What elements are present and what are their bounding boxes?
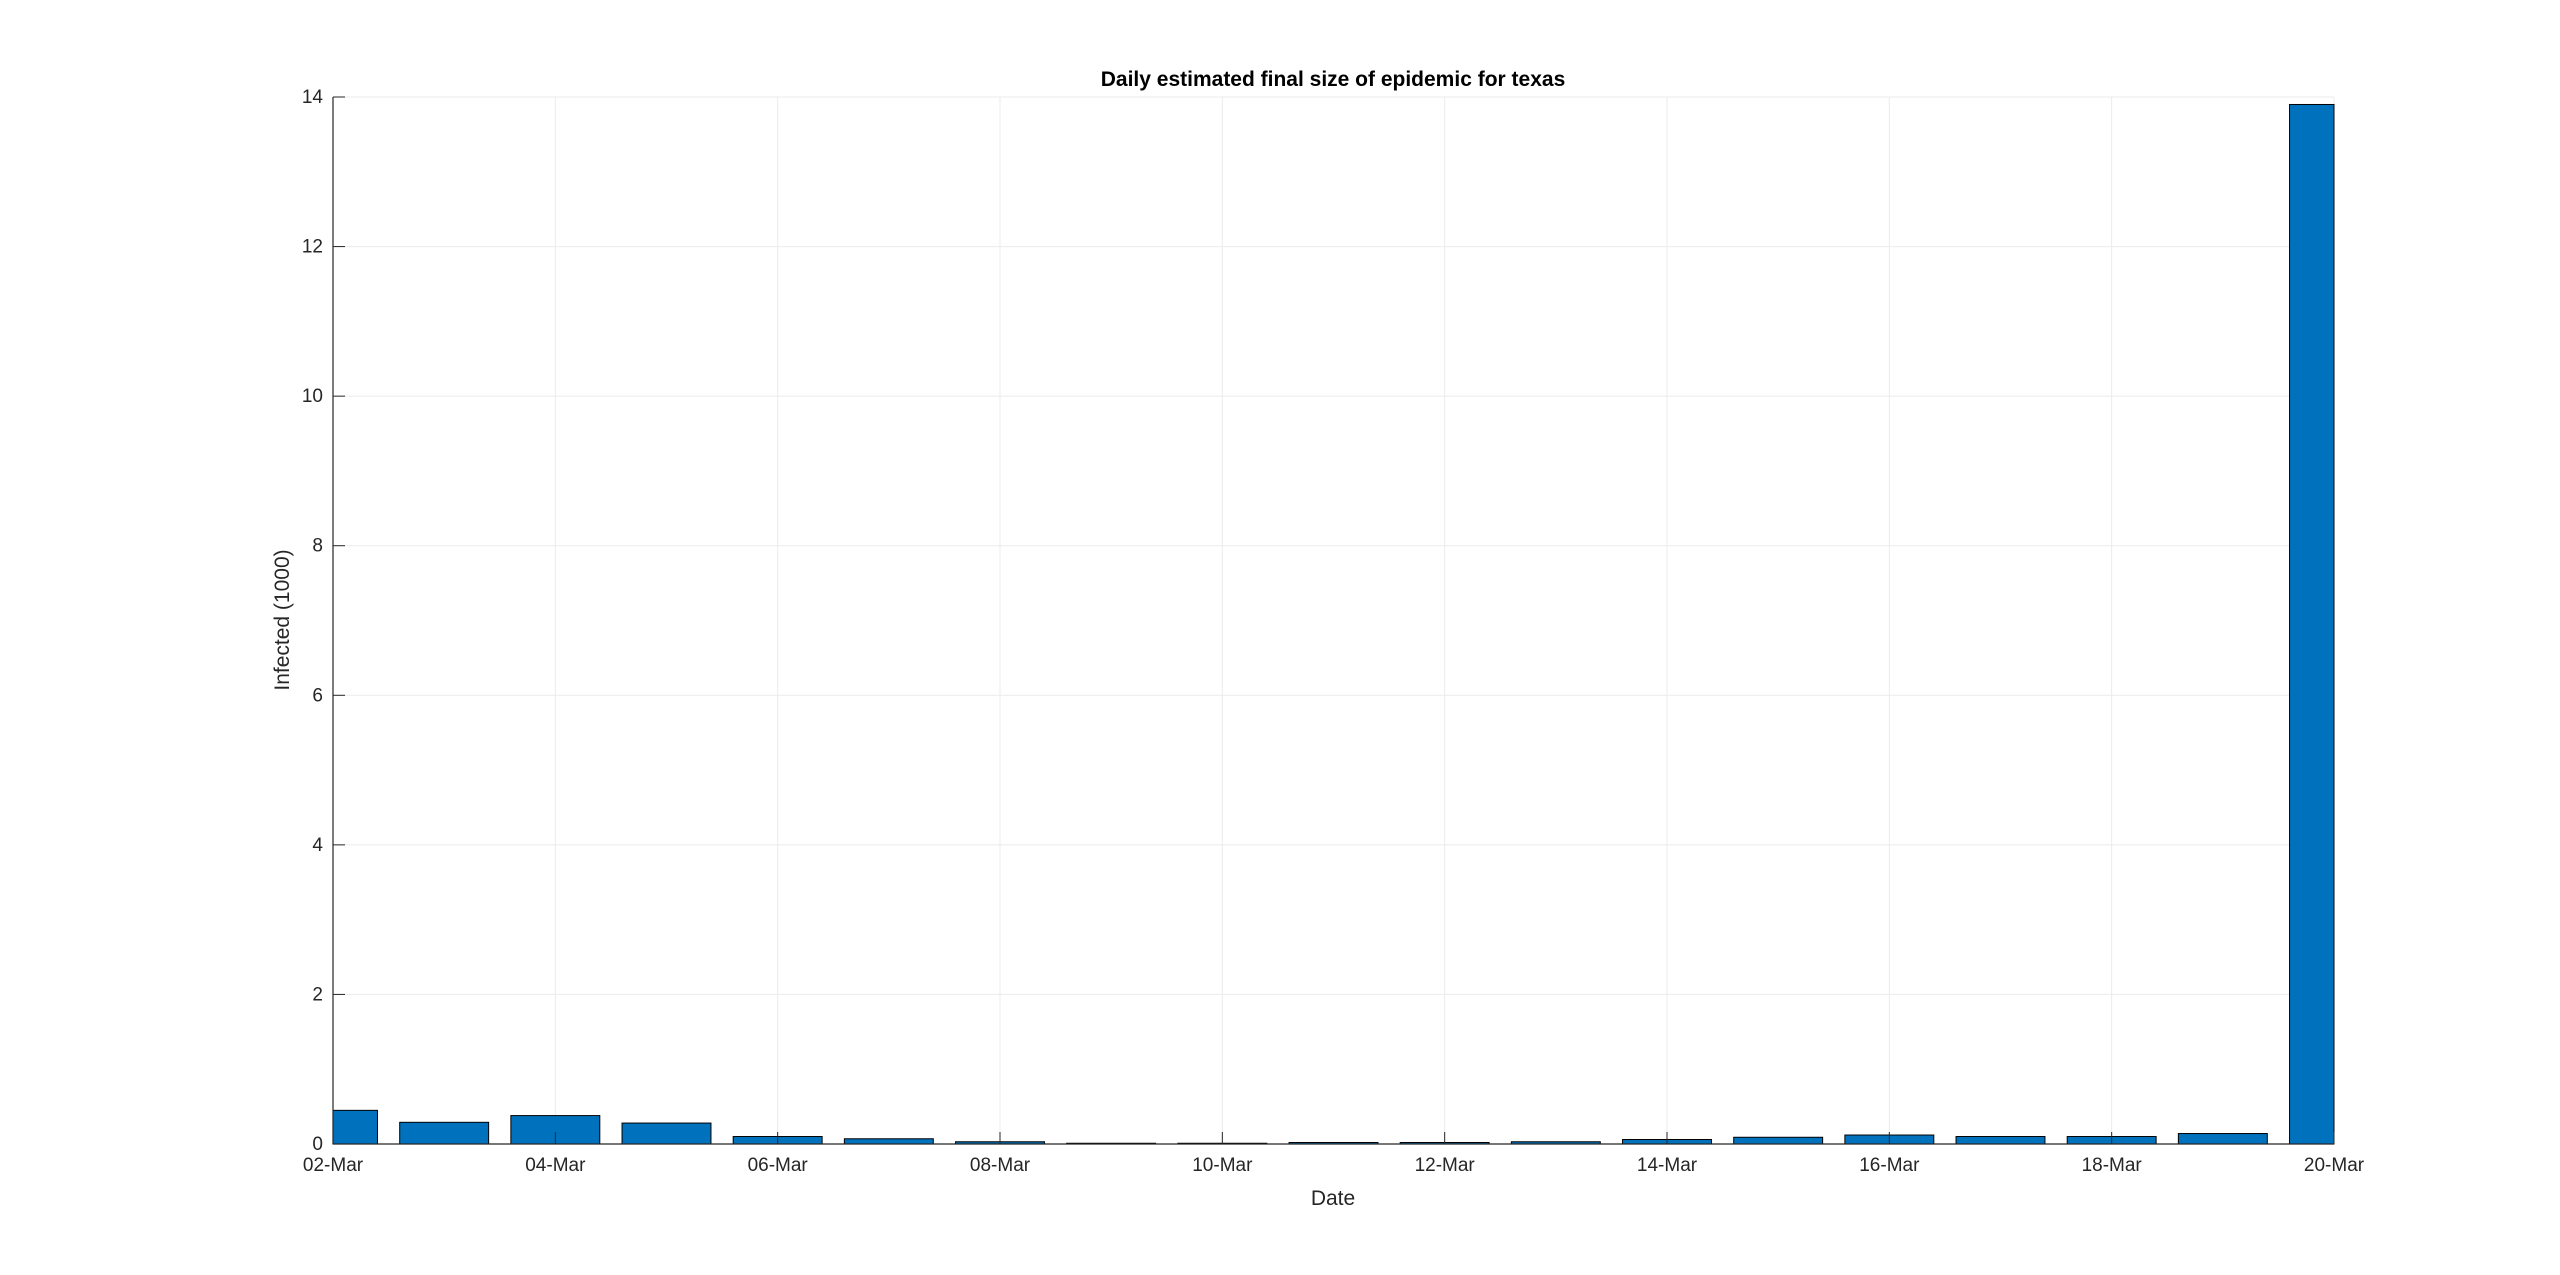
y-tick-label: 12 (302, 237, 323, 258)
y-tick-label: 0 (312, 1134, 323, 1155)
bar (2177, 1133, 2268, 1145)
y-axis-label: Infected (1000) (271, 549, 294, 690)
y-tick-label: 8 (312, 536, 323, 557)
x-tick-label: 04-Mar (525, 1155, 586, 1176)
y-tick-label: 10 (302, 386, 323, 407)
x-tick-label: 20-Mar (2304, 1155, 2365, 1176)
x-tick-label: 06-Mar (748, 1155, 809, 1176)
bar (2289, 103, 2335, 1145)
x-tick-label: 10-Mar (1192, 1155, 1253, 1176)
y-tick-label: 4 (312, 835, 323, 856)
x-tick-label: 02-Mar (303, 1155, 364, 1176)
chart-title: Daily estimated final size of epidemic f… (1101, 68, 1566, 91)
y-tick-label: 2 (312, 984, 323, 1005)
bar (399, 1121, 490, 1145)
bar (1955, 1136, 2046, 1145)
y-tick-labels: 0 2 4 6 8 10 12 14 (302, 87, 324, 1155)
x-tick-label: 14-Mar (1637, 1155, 1698, 1176)
plot-background (333, 97, 2334, 1144)
x-tick-label: 12-Mar (1415, 1155, 1476, 1176)
x-tick-label: 18-Mar (2082, 1155, 2143, 1176)
bar (1733, 1136, 1824, 1145)
y-tick-label: 14 (302, 87, 324, 108)
x-tick-label: 08-Mar (970, 1155, 1031, 1176)
bar (332, 1109, 378, 1145)
x-tick-label: 16-Mar (1859, 1155, 1920, 1176)
y-tick-label: 6 (312, 685, 323, 706)
x-axis-label: Date (1311, 1187, 1355, 1210)
bar (843, 1138, 934, 1145)
axes (332, 96, 2335, 1145)
bar (621, 1122, 712, 1145)
x-tick-labels: 02-Mar 04-Mar 06-Mar 08-Mar 10-Mar 12-Mar 14-M… (303, 1155, 2365, 1176)
